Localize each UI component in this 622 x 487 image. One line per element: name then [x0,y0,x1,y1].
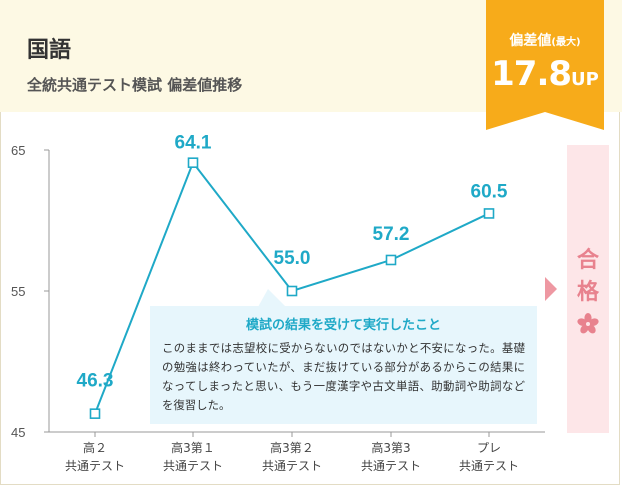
note-box: 模試の結果を受けて実行したこと このままでは志望校に受からないのではないかと不安… [150,306,537,424]
data-label: 64.1 [175,133,212,154]
data-point [286,285,298,297]
x-tick-label-sub: 共通テスト [262,459,322,473]
badge-value: 17.8UP [486,54,604,94]
x-tick-label: 高3第3 [371,440,410,455]
badge-label: 偏差値(最大) [486,30,604,50]
x-tick-label: 高3第２ [270,440,314,455]
data-label: 57.2 [373,224,410,245]
pass-panel: 合 格 [567,145,609,433]
chart-subtitle: 全統共通テスト模試 偏差値推移 [27,76,243,94]
badge-unit: UP [571,69,599,90]
badge-ribbon-shape [486,0,604,130]
x-tick-label: プレ [477,441,501,455]
data-point [89,408,101,419]
x-tick-label-sub: 共通テスト [163,459,223,473]
y-tick-label: 45 [11,425,25,440]
note-title: 模試の結果を受けて実行したこと [245,318,441,333]
x-tick-label-sub: 共通テスト [65,459,125,473]
sakura-icon [577,313,599,334]
x-tick-label: 高２ [83,440,107,455]
badge-number: 17.8 [491,54,572,94]
arrow-right-icon [545,277,557,301]
deviation-badge: 偏差値(最大) 17.8UP [486,0,604,130]
x-tick-label: 高3第１ [171,440,215,455]
pass-char-1: 合 [576,248,599,273]
note-pointer [258,289,286,307]
badge-label-main: 偏差値 [509,33,552,49]
subject-title: 国語 [27,38,72,63]
x-tick-label-sub: 共通テスト [459,459,519,473]
pass-label: 合 格 [567,245,609,309]
y-tick-label: 55 [11,284,25,299]
data-label: 60.5 [471,181,508,202]
data-label: 55.0 [274,248,311,269]
data-label: 46.3 [77,371,114,392]
y-tick-label: 65 [11,143,25,158]
x-tick-label-sub: 共通テスト [361,459,421,473]
data-point [385,254,397,266]
badge-label-note: (最大) [551,37,581,48]
data-point [483,208,495,219]
pass-char-2: 格 [576,280,599,305]
note-body: このままでは志望校に受からないのではないかと不安になった。基礎の勉強は終わってい… [162,341,525,412]
data-point [187,157,199,168]
